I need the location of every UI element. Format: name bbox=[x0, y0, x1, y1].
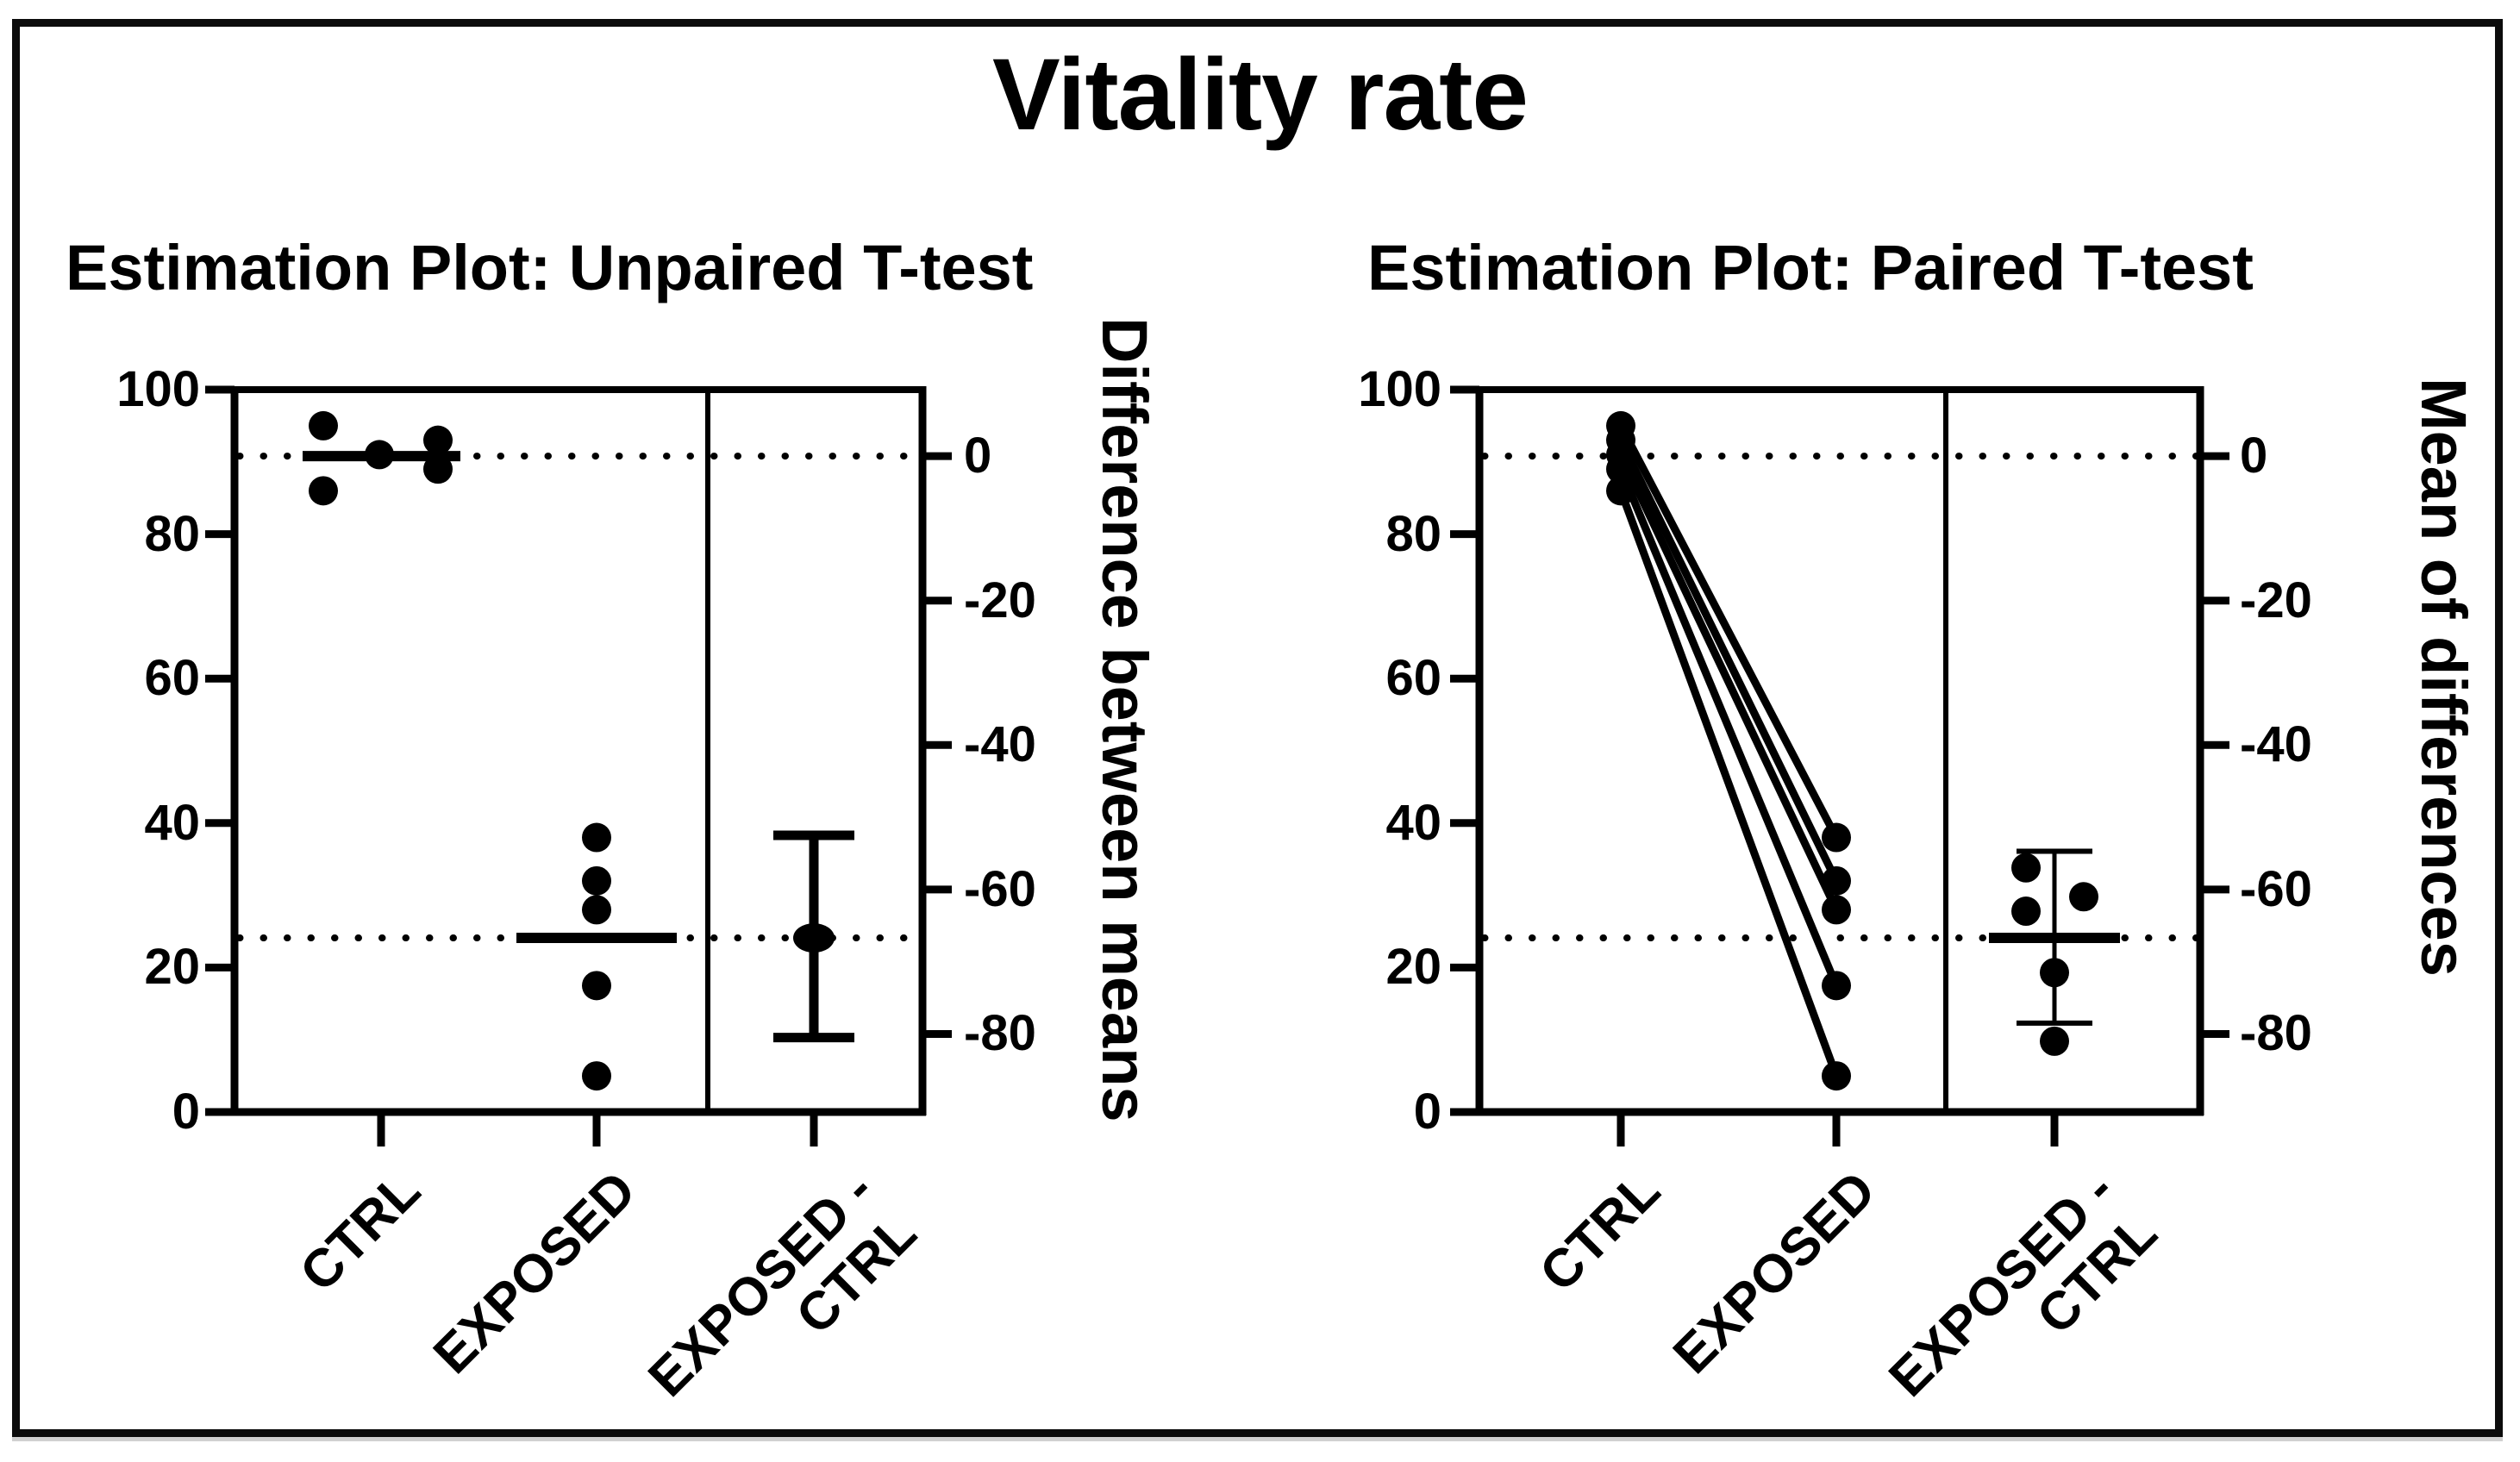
y-tick-label: 40 bbox=[144, 794, 200, 851]
right-tick-label: -20 bbox=[2240, 572, 2312, 628]
ctrl-data-point bbox=[1606, 454, 1635, 484]
right-tick-label: 0 bbox=[2240, 428, 2268, 484]
exposed-data-point bbox=[582, 971, 611, 1001]
exposed-data-point bbox=[1822, 971, 1851, 1001]
y-tick-label: 100 bbox=[116, 361, 200, 417]
y-tick-label: 100 bbox=[1358, 361, 1441, 417]
right-axis-title-mean-of-differences: Mean of differences bbox=[2408, 378, 2479, 977]
ctrl-data-point bbox=[423, 425, 453, 455]
ctrl-data-point bbox=[309, 476, 338, 506]
right-tick-label: -80 bbox=[2240, 1005, 2312, 1062]
exposed-data-point bbox=[582, 895, 611, 925]
ctrl-data-point bbox=[1606, 476, 1635, 506]
pair-connector-line bbox=[1616, 467, 1841, 988]
difference-mean-marker bbox=[793, 923, 835, 953]
y-tick-label: 20 bbox=[1385, 939, 1441, 996]
y-tick-label: 60 bbox=[1385, 650, 1441, 707]
plot-title-paired: Estimation Plot: Paired T-test bbox=[1367, 232, 2254, 303]
y-tick-label: 0 bbox=[1413, 1084, 1441, 1140]
ctrl-data-point bbox=[365, 440, 394, 470]
plot-title-unpaired: Estimation Plot: Unpaired T-test bbox=[66, 232, 1034, 303]
y-tick-label: 0 bbox=[172, 1084, 200, 1140]
right-tick-label: -40 bbox=[2240, 716, 2312, 773]
right-tick-label: 0 bbox=[964, 428, 992, 484]
right-axis-title-difference-between-means: Difference between means bbox=[1089, 317, 1160, 1122]
y-tick-label: 80 bbox=[144, 505, 200, 562]
ctrl-data-point bbox=[423, 454, 453, 484]
ctrl-data-point bbox=[309, 410, 338, 440]
figure-border bbox=[12, 19, 2503, 1437]
right-tick-label: -60 bbox=[964, 860, 1036, 917]
y-tick-label: 60 bbox=[144, 650, 200, 707]
exposed-data-point bbox=[582, 865, 611, 896]
difference-data-point bbox=[2069, 882, 2098, 912]
right-tick-label: -60 bbox=[2240, 860, 2312, 917]
pair-connector-line bbox=[1616, 438, 1841, 883]
exposed-data-point bbox=[1822, 1061, 1851, 1091]
right-tick-label: -80 bbox=[964, 1005, 1036, 1062]
pair-connector-line bbox=[1616, 489, 1841, 1078]
y-tick-label: 20 bbox=[144, 939, 200, 996]
pair-connector-line bbox=[1617, 423, 1840, 840]
exposed-data-point bbox=[1822, 895, 1851, 925]
y-tick-label: 40 bbox=[1385, 794, 1441, 851]
right-tick-label: -40 bbox=[964, 716, 1036, 773]
difference-data-point bbox=[2040, 1026, 2069, 1056]
difference-data-point bbox=[2040, 958, 2069, 988]
exposed-data-point bbox=[582, 1061, 611, 1091]
difference-data-point bbox=[2011, 853, 2041, 883]
exposed-data-point bbox=[1822, 865, 1851, 896]
exposed-data-point bbox=[582, 822, 611, 853]
right-tick-label: -20 bbox=[964, 572, 1036, 628]
exposed-data-point bbox=[1822, 822, 1851, 853]
figure-title: Vitality rate bbox=[991, 38, 1529, 152]
pair-connector-line bbox=[1616, 453, 1841, 912]
y-tick-label: 80 bbox=[1385, 505, 1441, 562]
difference-data-point bbox=[2011, 897, 2041, 927]
